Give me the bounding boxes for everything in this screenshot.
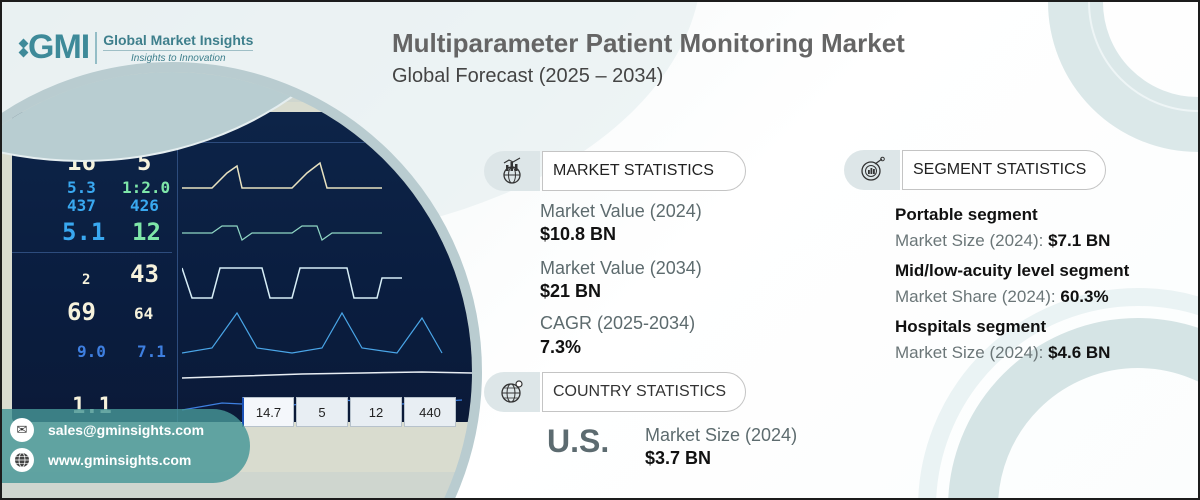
country-statistics-header: COUNTRY STATISTICS (484, 372, 746, 412)
segment-stat-value: $4.6 BN (1048, 343, 1111, 362)
cagr-value: 7.3% (540, 337, 582, 357)
vital-reading: 43 (130, 260, 159, 288)
brand-tagline: Insights to Innovation (131, 52, 226, 64)
vital-reading: 2 (82, 272, 91, 288)
market-value-2034-value: $21 BN (540, 281, 602, 301)
globe-icon (10, 448, 34, 472)
market-statistics-header: MARKET STATISTICS (484, 151, 746, 191)
screen-divider (177, 142, 178, 422)
country-statistics-title: COUNTRY STATISTICS (542, 372, 746, 412)
country-market-size-value: $3.7 BN (645, 448, 712, 468)
segment-stat-value: $7.1 BN (1048, 231, 1111, 250)
market-value-2034-label: Market Value (2034) (540, 258, 702, 278)
patient-monitor-photo: 16 5 5.3 1:2.0 437 426 5.1 12 2 43 69 64… (2, 62, 482, 498)
market-value-2024-label: Market Value (2024) (540, 201, 702, 221)
segment-stat-label: Market Share (2024): (895, 287, 1056, 306)
segment-stat-label: Market Size (2024): (895, 343, 1044, 362)
vital-reading: 12 (132, 218, 161, 246)
vital-reading: 7.1 (137, 342, 166, 361)
screen-divider (12, 252, 172, 253)
logo-mark-text: GMI (28, 28, 90, 66)
brand-name: Global Market Insights (103, 32, 254, 51)
contact-bar: ✉ sales@gminsights.com www.gminsights.co… (2, 409, 250, 483)
monitor-parameter-tiles: 14.7 5 12 440 (242, 397, 456, 427)
page-subtitle: Global Forecast (2025 – 2034) (392, 65, 664, 87)
segment-name: Portable segment (895, 205, 1038, 224)
vital-reading: 9.0 (77, 342, 106, 361)
vital-reading: 437 (67, 196, 96, 215)
logo-mark: GMI (18, 28, 90, 67)
logo-divider (95, 31, 98, 64)
website-row[interactable]: www.gminsights.com (10, 445, 250, 475)
screen-divider (12, 142, 472, 143)
envelope-icon: ✉ (10, 418, 34, 442)
vital-reading: 426 (130, 196, 159, 215)
segment-stat-value: 60.3% (1060, 287, 1109, 306)
segment-stat-line: Market Size (2024): $4.6 BN (895, 343, 1110, 363)
parameter-tile: 440 (404, 397, 456, 427)
segment-name: Mid/low-acuity level segment (895, 261, 1130, 280)
globe-pin-icon (484, 372, 540, 412)
waveform-traces (182, 161, 472, 411)
vital-reading: 1:2.0 (122, 178, 171, 197)
market-statistics-title: MARKET STATISTICS (542, 151, 746, 191)
segment-stat-label: Market Size (2024): (895, 231, 1044, 250)
segment-statistics-title: SEGMENT STATISTICS (902, 150, 1106, 190)
logo-diamond-icon (18, 38, 29, 57)
parameter-tile: 14.7 (242, 397, 294, 427)
segment-statistics-header: SEGMENT STATISTICS (844, 150, 1106, 190)
segment-stat-line: Market Share (2024): 60.3% (895, 287, 1109, 307)
parameter-tile: 12 (350, 397, 402, 427)
vital-reading: 64 (134, 304, 154, 323)
country-market-size-label: Market Size (2024) (645, 425, 798, 445)
parameter-tile: 5 (296, 397, 348, 427)
chart-globe-icon (484, 151, 540, 191)
cagr-label: CAGR (2025-2034) (540, 313, 696, 333)
email-link[interactable]: sales@gminsights.com (48, 422, 205, 438)
monitor-screen: 16 5 5.3 1:2.0 437 426 5.1 12 2 43 69 64… (12, 112, 472, 422)
vital-reading: 5.1 (62, 218, 106, 246)
vital-reading: 5.3 (67, 178, 96, 197)
gmi-logo: GMI Global Market Insights Insights to I… (18, 28, 254, 67)
vital-reading: 69 (67, 298, 96, 326)
pie-target-icon (844, 150, 900, 190)
segment-name: Hospitals segment (895, 317, 1047, 336)
website-link[interactable]: www.gminsights.com (48, 452, 192, 468)
page-title: Multiparameter Patient Monitoring Market (392, 28, 905, 58)
email-row[interactable]: ✉ sales@gminsights.com (10, 415, 250, 445)
market-value-2024-value: $10.8 BN (540, 224, 617, 244)
country-code: U.S. (547, 423, 610, 459)
segment-stat-line: Market Size (2024): $7.1 BN (895, 231, 1110, 251)
